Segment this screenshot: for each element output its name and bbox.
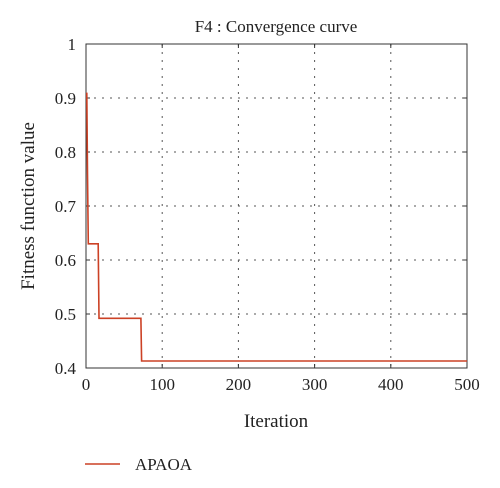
x-tick-label: 0 bbox=[82, 375, 91, 394]
y-tick-label: 0.7 bbox=[55, 197, 77, 216]
x-tick-label: 400 bbox=[378, 375, 404, 394]
legend: APAOA bbox=[85, 455, 193, 474]
chart-title: F4 : Convergence curve bbox=[195, 17, 358, 36]
y-tick-label: 1 bbox=[68, 35, 77, 54]
y-tick-label: 0.5 bbox=[55, 305, 76, 324]
y-tick-label: 0.8 bbox=[55, 143, 76, 162]
x-tick-label: 200 bbox=[226, 375, 252, 394]
x-tick-label: 100 bbox=[149, 375, 175, 394]
series-line-apaoa bbox=[86, 92, 467, 362]
series-layer bbox=[86, 92, 467, 362]
grid-lines bbox=[86, 44, 467, 368]
y-axis-label: Fitness function value bbox=[18, 122, 39, 290]
x-tick-label: 500 bbox=[454, 375, 480, 394]
legend-label-apaoa: APAOA bbox=[135, 455, 193, 474]
y-tick-label: 0.6 bbox=[55, 251, 76, 270]
y-tick-label: 0.4 bbox=[55, 359, 77, 378]
x-tick-label: 300 bbox=[302, 375, 328, 394]
x-axis-label: Iteration bbox=[244, 411, 309, 432]
tick-labels: 0 100 200 300 400 500 0.4 0.5 0.6 0.7 0.8 0.9 1 bbox=[55, 35, 480, 394]
y-tick-label: 0.9 bbox=[55, 89, 76, 108]
